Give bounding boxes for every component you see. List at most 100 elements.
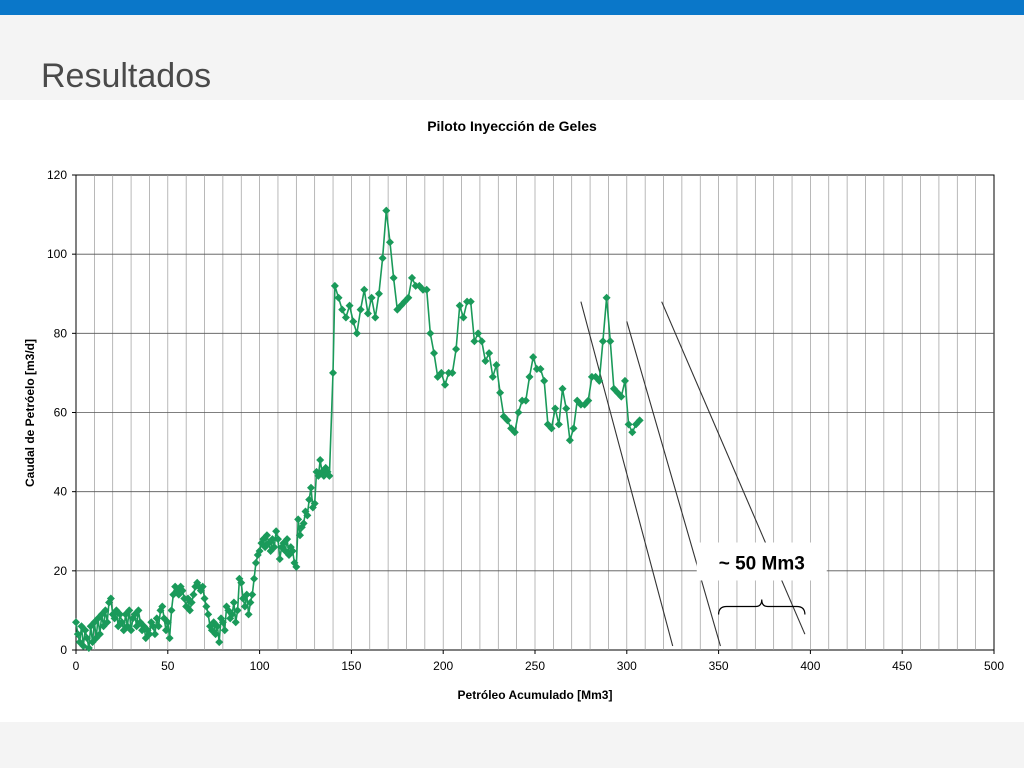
data-point-marker xyxy=(507,424,516,433)
data-point-marker xyxy=(422,285,431,294)
data-point-marker xyxy=(404,293,413,302)
data-point-marker xyxy=(389,273,398,282)
data-point-marker xyxy=(316,456,325,464)
data-point-marker xyxy=(595,376,604,385)
data-point-marker xyxy=(430,349,439,358)
x-axis-label: Petróleo Acumulado [Mm3] xyxy=(458,688,613,702)
data-point-marker xyxy=(73,630,82,639)
data-point-marker xyxy=(635,416,644,425)
data-point-marker xyxy=(295,531,304,540)
data-point-marker xyxy=(268,535,277,544)
data-point-marker xyxy=(158,602,167,611)
data-point-marker xyxy=(125,606,134,615)
data-point-marker xyxy=(294,515,303,524)
data-point-marker xyxy=(299,519,308,528)
data-point-marker xyxy=(275,554,284,563)
data-point-marker xyxy=(310,499,319,508)
annotation-brace xyxy=(718,599,806,615)
data-point-marker xyxy=(329,368,338,377)
data-point-marker xyxy=(154,622,163,631)
data-point-marker xyxy=(244,610,253,619)
data-point-marker xyxy=(240,602,249,611)
data-point-marker xyxy=(363,309,372,318)
data-point-marker xyxy=(529,353,538,362)
top-accent-bar xyxy=(0,0,1024,15)
data-point-marker xyxy=(156,606,165,615)
data-point-marker xyxy=(270,543,279,552)
x-tick-label: 450 xyxy=(892,659,912,673)
data-point-marker xyxy=(123,622,132,631)
data-point-marker xyxy=(283,535,292,544)
data-point-marker xyxy=(182,602,191,611)
data-point-marker xyxy=(371,313,380,322)
y-tick-label: 100 xyxy=(47,247,67,261)
data-point-marker xyxy=(117,618,126,627)
data-point-marker xyxy=(189,590,198,599)
data-point-marker xyxy=(259,535,268,544)
data-point-marker xyxy=(525,372,534,381)
data-point-marker xyxy=(262,531,271,540)
data-point-marker xyxy=(448,368,457,377)
data-point-marker xyxy=(266,547,275,556)
title-band xyxy=(0,15,1024,100)
data-point-marker xyxy=(492,361,501,369)
data-point-marker xyxy=(558,384,567,393)
data-point-marker xyxy=(307,483,316,492)
data-point-marker xyxy=(101,606,110,615)
data-point-marker xyxy=(272,527,281,536)
data-point-marker xyxy=(598,337,607,346)
data-point-marker xyxy=(349,317,358,326)
data-point-marker xyxy=(178,586,187,595)
data-point-marker xyxy=(521,396,530,405)
data-point-marker xyxy=(103,618,112,627)
data-point-marker xyxy=(477,337,486,346)
data-point-marker xyxy=(200,594,209,603)
data-point-marker xyxy=(215,638,224,647)
data-point-marker xyxy=(202,602,211,611)
data-point-marker xyxy=(72,618,80,627)
data-point-marker xyxy=(540,376,549,385)
y-tick-label: 60 xyxy=(54,406,68,420)
x-tick-label: 350 xyxy=(709,659,729,673)
data-point-marker xyxy=(624,420,633,429)
data-point-marker xyxy=(382,206,391,215)
data-point-marker xyxy=(95,630,104,639)
data-point-marker xyxy=(536,364,545,373)
x-tick-labels: 0 50 100 150 200 250 300 350 400 450 500 xyxy=(73,650,1004,673)
data-point-marker xyxy=(602,293,611,302)
data-point-marker xyxy=(233,606,242,615)
data-point-marker xyxy=(345,301,354,310)
data-point-marker xyxy=(466,297,475,306)
x-tick-label: 200 xyxy=(433,659,453,673)
data-point-marker xyxy=(231,618,240,627)
data-point-marker xyxy=(565,436,574,445)
data-point-marker xyxy=(81,626,90,635)
data-point-marker xyxy=(288,547,297,556)
data-point-marker xyxy=(325,471,334,480)
x-tick-label: 300 xyxy=(617,659,637,673)
data-point-marker xyxy=(163,618,172,627)
data-point-marker xyxy=(551,404,560,413)
data-point-marker xyxy=(426,329,435,338)
data-point-marker xyxy=(83,634,92,643)
annotation-label: ~ 50 Mm3 xyxy=(719,554,805,575)
data-point-marker xyxy=(218,618,227,627)
data-point-marker xyxy=(341,313,350,322)
x-tick-label: 400 xyxy=(800,659,820,673)
data-point-marker xyxy=(237,578,246,587)
y-tick-labels: 0 20 40 60 80 100 120 xyxy=(47,168,76,657)
data-point-marker xyxy=(211,630,220,639)
data-point-marker xyxy=(145,630,154,639)
data-point-marker xyxy=(356,305,365,314)
data-point-marker xyxy=(496,388,505,397)
data-point-marker xyxy=(459,313,468,322)
data-point-marker xyxy=(554,420,563,429)
data-point-marker xyxy=(374,289,383,298)
data-point-marker xyxy=(127,626,136,635)
data-point-marker xyxy=(452,345,461,354)
data-point-marker xyxy=(485,349,494,358)
data-point-marker xyxy=(503,416,512,425)
data-point-marker xyxy=(385,238,394,247)
data-point-marker xyxy=(224,606,233,615)
data-point-marker xyxy=(393,305,402,314)
